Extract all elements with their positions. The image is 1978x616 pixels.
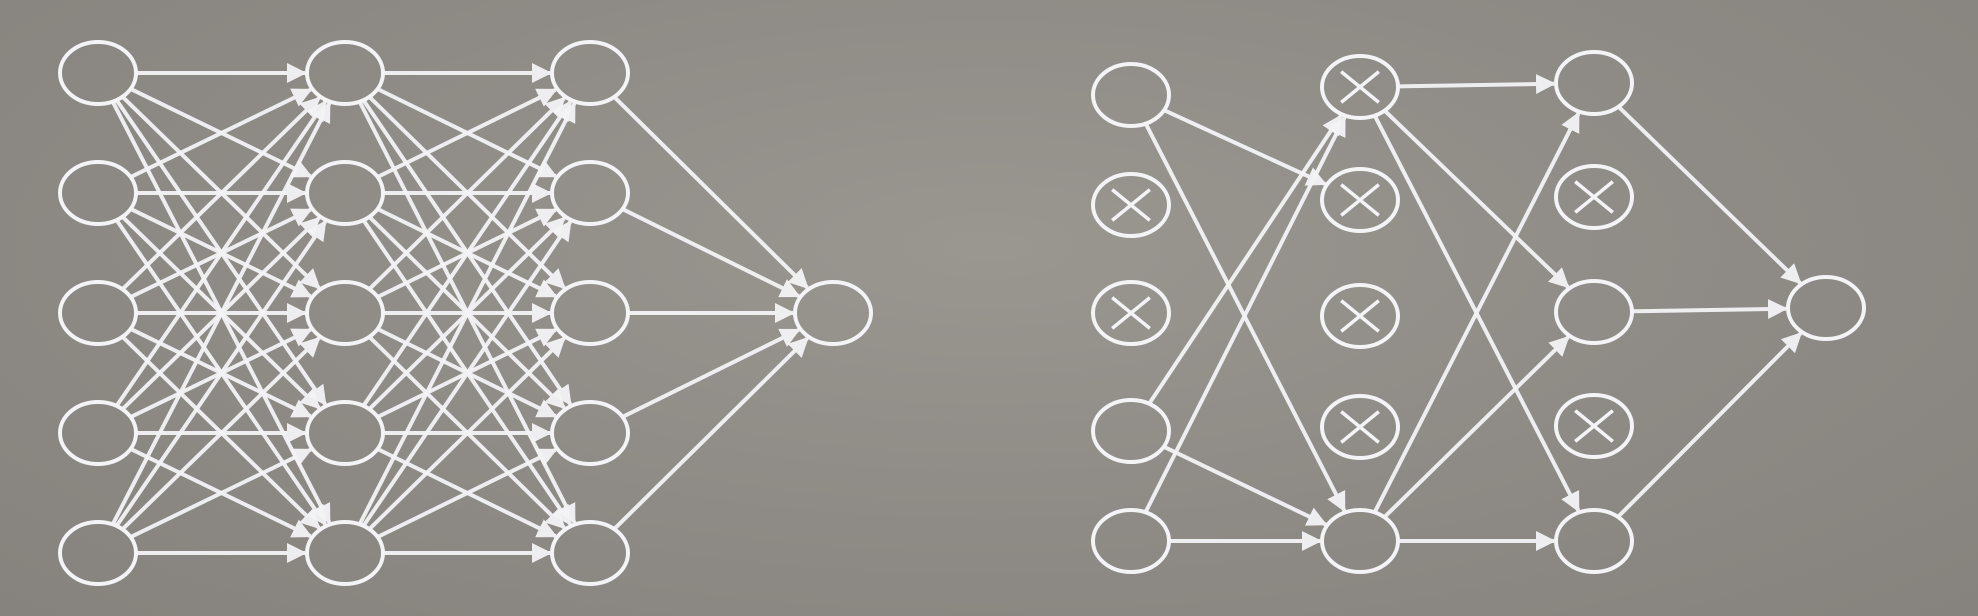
dropout-edge-l0n0-l1n1 [1163, 108, 1327, 186]
dropout-node-l0n3 [1091, 398, 1171, 464]
dropout-edge-l1n0-l2n0 [1397, 74, 1556, 95]
dropout-edge-l2n0-l3n0 [1617, 105, 1802, 285]
standard-node-l0n2 [58, 280, 138, 346]
dropout-node-l2n0 [1554, 50, 1634, 116]
standard-node-l1n2 [305, 280, 385, 346]
dropout-edge-l0n3-l1n0 [1147, 114, 1343, 405]
dropout-node-l2n3-dropped [1554, 393, 1634, 459]
standard-edge-l1n4-l2n2 [367, 336, 566, 531]
standard-node-l1n3 [305, 400, 385, 466]
dropout-node-l0n1-dropped [1091, 172, 1171, 238]
standard-edge-l0n2-l1n0 [121, 96, 321, 291]
dropout-network [1091, 50, 1866, 574]
standard-edge-l2n0-l3n0 [612, 95, 809, 290]
dropout-edge-l2n2-l3n0 [1631, 299, 1788, 320]
standard-node-l3n0 [793, 280, 873, 346]
standard-node-l0n0 [58, 40, 138, 106]
standard-edge-l0n4-l1n3 [129, 447, 313, 539]
standard-network [58, 40, 873, 586]
dropout-node-l0n2-dropped [1091, 280, 1171, 346]
dropout-edge-l0n4-l1n0 [1143, 115, 1347, 514]
standard-edge-l0n3-l1n0 [114, 100, 327, 408]
dropout-node-l1n0-dropped [1320, 54, 1400, 120]
dropout-node-l0n0 [1091, 62, 1171, 128]
dropout-edge-l0n3-l1n4 [1162, 444, 1328, 527]
standard-edge-l0n4-l1n2 [121, 336, 321, 531]
standard-edge-l2n3-l3n0 [621, 328, 801, 419]
standard-edge-l1n4-l2n3 [376, 448, 558, 539]
standard-edge-l2n1-l3n0 [621, 207, 801, 298]
standard-node-l1n1 [305, 160, 385, 226]
dropout-node-l2n1-dropped [1554, 164, 1634, 230]
dropout-node-l1n3-dropped [1320, 394, 1400, 460]
standard-node-l1n4 [305, 520, 385, 586]
standard-node-l2n1 [550, 160, 630, 226]
standard-node-l0n1 [58, 160, 138, 226]
standard-edge-l0n1-l1n0 [129, 87, 313, 179]
dropout-edge-l1n0-l2n2 [1383, 109, 1570, 289]
standard-edge-l0n4-l1n1 [114, 220, 327, 528]
standard-node-l2n3 [550, 400, 630, 466]
standard-edge-l1n3-l2n0 [361, 100, 573, 408]
dropout-node-l1n2-dropped [1320, 283, 1400, 349]
standard-edge-l1n4-l2n1 [361, 220, 573, 528]
standard-edge-l2n4-l3n0 [612, 336, 809, 531]
standard-node-l2n2 [550, 280, 630, 346]
dropout-node-l1n1-dropped [1320, 167, 1400, 233]
standard-node-l0n3 [58, 400, 138, 466]
dropout-node-l2n2 [1554, 279, 1634, 345]
dropout-node-l1n4 [1320, 508, 1400, 574]
standard-node-l0n4 [58, 520, 138, 586]
dropout-edge-l1n4-l2n0 [1372, 111, 1581, 514]
standard-node-l2n4 [550, 520, 630, 586]
standard-edge-l0n4-l1n0 [110, 101, 332, 526]
dropout-edge-l2n4-l3n0 [1616, 332, 1803, 519]
standard-edge-l1n1-l2n0 [376, 88, 558, 179]
standard-edge-l1n4-l2n0 [357, 101, 577, 526]
dropout-node-l3n0 [1786, 275, 1866, 341]
dropout-node-l2n4 [1554, 508, 1634, 574]
standard-node-l1n0 [305, 40, 385, 106]
dropout-edge-l1n4-l2n2 [1382, 335, 1570, 519]
dropout-node-l0n4 [1091, 508, 1171, 574]
standard-node-l2n0 [550, 40, 630, 106]
standard-edge-l1n2-l2n0 [367, 96, 566, 291]
